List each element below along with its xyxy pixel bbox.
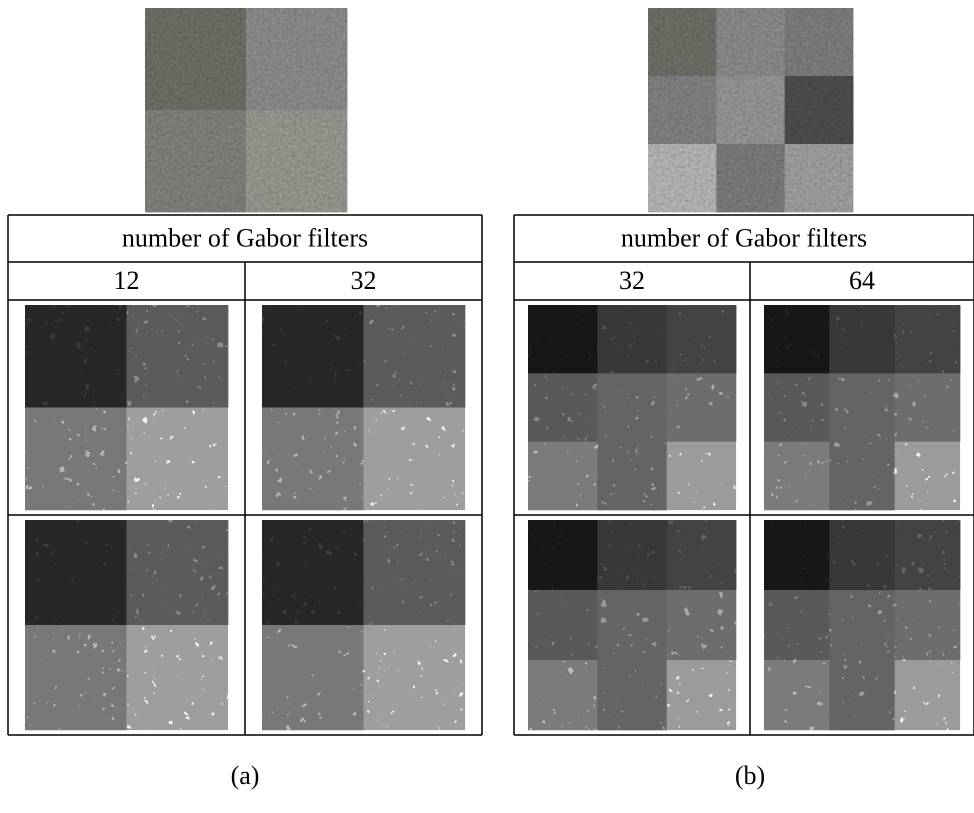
- segmentation-result: [764, 520, 961, 731]
- texture-overlay: [145, 8, 347, 212]
- column-header: 12: [114, 266, 140, 295]
- texture-mosaic: [648, 8, 854, 213]
- texture-overlay: [528, 305, 736, 510]
- column-header: 64: [849, 266, 875, 295]
- table-header: number of Gabor filters: [122, 223, 368, 252]
- texture-mosaic: [145, 8, 348, 213]
- results-table: number of Gabor filters 32 64: [513, 214, 974, 736]
- texture-overlay: [528, 520, 736, 730]
- texture-overlay: [764, 305, 960, 510]
- texture-overlay: [25, 305, 228, 510]
- texture-overlay: [25, 520, 228, 730]
- panel-caption: (b): [735, 761, 765, 790]
- texture-overlay: [262, 520, 465, 730]
- texture-overlay: [764, 520, 960, 730]
- results-table: number of Gabor filters 12 32: [7, 214, 483, 736]
- segmentation-result: [25, 520, 229, 731]
- table-header: number of Gabor filters: [621, 223, 867, 252]
- segmentation-result: [528, 520, 737, 731]
- segmentation-result: [262, 305, 466, 511]
- segmentation-result: [764, 305, 961, 511]
- segmentation-result: [528, 305, 737, 511]
- texture-overlay: [262, 305, 465, 510]
- segmentation-result: [25, 305, 229, 511]
- panel-caption: (a): [231, 761, 260, 790]
- segmentation-result: [262, 520, 466, 731]
- column-header: 32: [619, 266, 645, 295]
- texture-overlay: [648, 8, 853, 212]
- column-header: 32: [351, 266, 377, 295]
